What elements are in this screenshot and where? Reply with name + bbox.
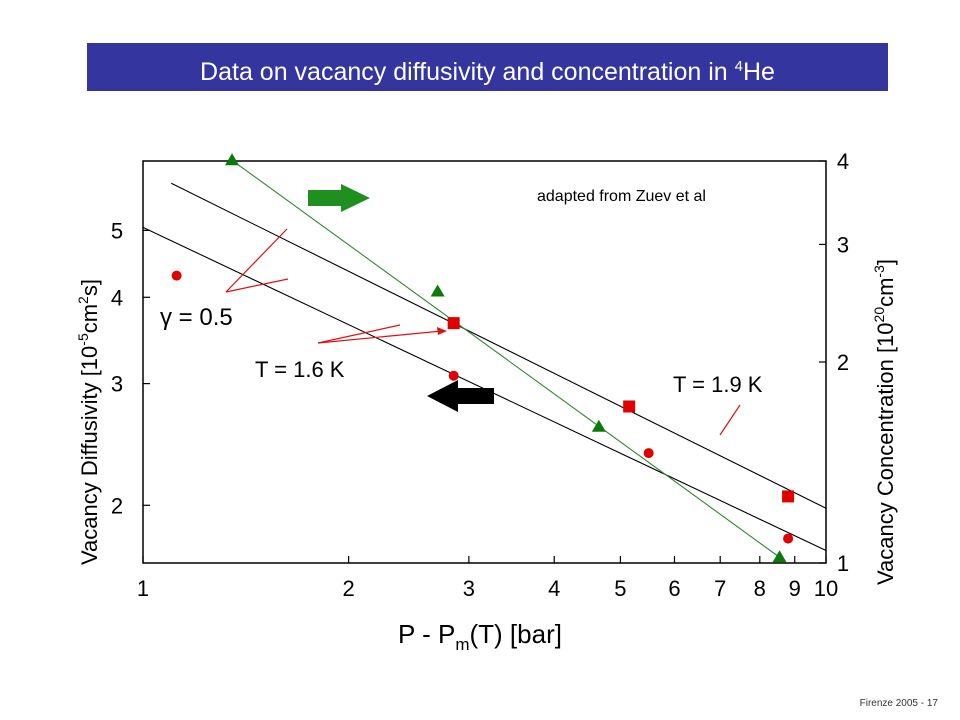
t-low-callout-line [317, 324, 401, 344]
right-y-tick-label: 3 [837, 232, 849, 257]
gamma-label: γ = 0.5 [160, 304, 233, 331]
left-y-tick-label: 4 [111, 285, 123, 310]
slide-title: Data on vacancy diffusivity and concentr… [87, 43, 888, 91]
t-high-label: T = 1.9 K [673, 372, 763, 397]
x-tick-label: 5 [614, 576, 626, 601]
data-point-circle [643, 448, 654, 459]
right-y-tick-labels: 1 2 3 4 [837, 149, 849, 576]
fit-line [231, 159, 780, 558]
data-point-triangle [591, 419, 606, 432]
data-point-circle [171, 270, 182, 281]
left-y-tick-labels: 2 3 4 5 [111, 218, 123, 518]
left-arrow-icon [427, 380, 494, 412]
right-y-tick-label: 4 [837, 149, 849, 174]
data-point-circle [783, 533, 794, 544]
x-tick-label: 1 [137, 576, 149, 601]
x-tick-label: 8 [754, 576, 766, 601]
x-tick-label: 10 [814, 576, 838, 601]
left-y-tick-label: 3 [111, 372, 123, 397]
data-point-triangle [772, 550, 787, 563]
t-low-callout-arrow [317, 330, 443, 344]
data-point-triangle [225, 153, 240, 166]
right-y-tick-label: 2 [837, 350, 849, 375]
title-text: Data on vacancy diffusivity and concentr… [200, 58, 735, 86]
gamma-callout-line [225, 278, 289, 293]
x-tick-label: 9 [789, 576, 801, 601]
data-point-square [782, 490, 795, 503]
right-y-axis-label: Vacancy Concentration [1020cm-3] [871, 259, 898, 585]
x-tick-label: 3 [463, 576, 475, 601]
x-tick-label: 4 [548, 576, 560, 601]
t-high-callout-line [719, 404, 741, 436]
slide-footer: Firenze 2005 - 17 [859, 698, 938, 709]
fit-lines [142, 159, 827, 558]
plot-frame [142, 160, 827, 564]
callout-lines [225, 228, 741, 436]
x-axis-label: P - Pm(T) [bar] [398, 619, 562, 654]
title-suffix: He [742, 58, 775, 86]
left-y-tick-label: 2 [111, 493, 123, 518]
left-y-axis-label: Vacancy Diffusivity [10-5cm2s] [75, 279, 102, 565]
data-point-triangle [430, 284, 445, 297]
title-superscript: 4 [734, 58, 743, 75]
fit-line [171, 182, 827, 509]
data-point-square [447, 317, 460, 330]
right-arrow-icon [308, 184, 370, 212]
x-tick-label: 6 [668, 576, 680, 601]
source-annotation: adapted from Zuev et al [537, 188, 706, 205]
left-y-tick-label: 5 [111, 218, 123, 243]
x-tick-label: 7 [714, 576, 726, 601]
gamma-callout-line [225, 228, 288, 293]
x-tick-labels: 1 2 3 4 5 6 7 8 9 10 [137, 576, 838, 601]
data-markers [171, 153, 795, 563]
tick-marks [142, 160, 827, 564]
t-low-arrowhead [437, 327, 447, 335]
x-tick-label: 2 [342, 576, 354, 601]
t-low-label: T = 1.6 K [255, 357, 345, 382]
data-point-square [623, 400, 636, 413]
right-y-tick-label: 1 [837, 551, 849, 576]
data-point-circle [448, 370, 459, 381]
